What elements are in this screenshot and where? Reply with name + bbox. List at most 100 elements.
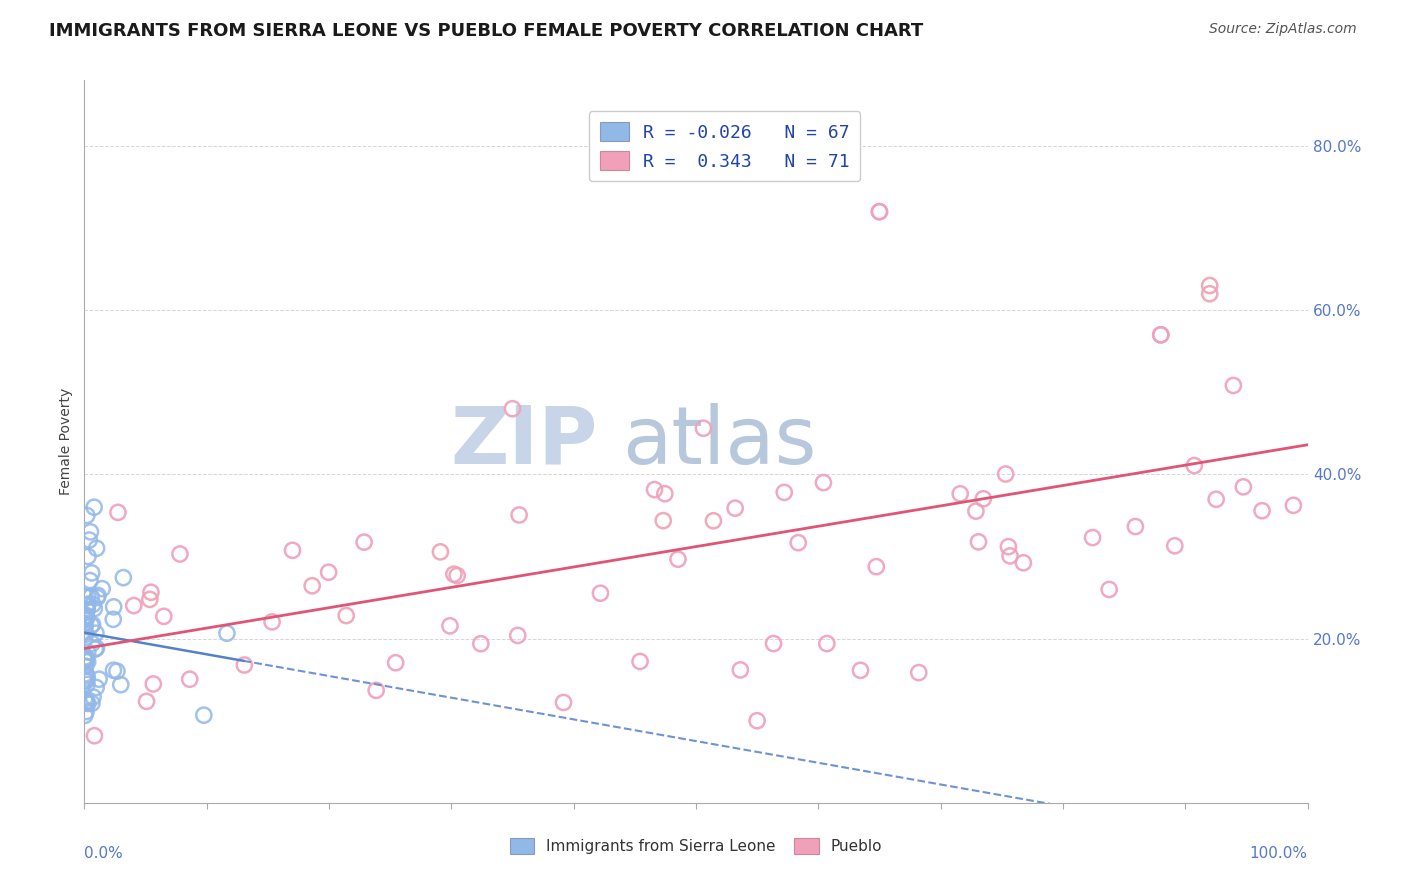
Point [107,505,129,519]
Point [589,586,612,600]
Point [353,535,375,549]
Point [76,508,98,523]
Point [76,668,98,682]
Y-axis label: Female Poverty: Female Poverty [59,388,73,495]
Point [997,540,1019,554]
Point [73,590,96,604]
Point [75,666,97,681]
Point [83,500,105,515]
Point [76,591,98,605]
Point [75,694,97,708]
Point [652,514,675,528]
Point [73,708,96,723]
Point [76,597,98,611]
Point [1198,278,1220,293]
Point [654,486,676,500]
Text: IMMIGRANTS FROM SIERRA LEONE VS PUEBLO FEMALE POVERTY CORRELATION CHART: IMMIGRANTS FROM SIERRA LEONE VS PUEBLO F… [49,22,924,40]
Point [75,599,97,613]
Point [724,501,747,516]
Point [86,641,108,656]
Point [702,514,724,528]
Point [1012,556,1035,570]
Point [429,545,451,559]
Point [813,475,835,490]
Point [76,651,98,665]
Point [153,609,176,624]
Point [75,609,97,624]
Point [79,524,101,539]
Point [84,681,107,695]
Point [1182,458,1205,473]
Point [193,708,215,723]
Text: 100.0%: 100.0% [1250,847,1308,861]
Point [1205,492,1227,507]
Text: ZIP: ZIP [451,402,598,481]
Point [76,611,98,625]
Point [91,582,114,596]
Point [972,491,994,506]
Point [787,535,810,549]
Point [233,658,256,673]
Point [75,705,97,719]
Point [730,663,752,677]
Point [82,617,104,632]
Point [215,626,238,640]
Point [1251,504,1274,518]
Point [82,636,104,650]
Point [75,674,97,689]
Point [628,655,651,669]
Point [75,612,97,626]
Point [502,401,524,416]
Point [80,566,103,580]
Point [301,579,323,593]
Point [75,619,97,633]
Point [122,599,145,613]
Point [73,692,96,706]
Point [105,664,128,678]
Point [79,574,101,588]
Point [366,683,388,698]
Point [1150,327,1173,342]
Point [75,649,97,664]
Point [1222,378,1244,392]
Point [103,599,125,614]
Point [1125,519,1147,533]
Point [87,589,110,603]
Point [747,714,769,728]
Point [75,627,97,641]
Point [1198,286,1220,301]
Text: Source: ZipAtlas.com: Source: ZipAtlas.com [1209,22,1357,37]
Point [75,651,97,665]
Point [112,571,135,585]
Point [75,609,97,624]
Point [907,665,929,680]
Point [73,653,96,667]
Point [949,487,972,501]
Point [76,602,98,616]
Point [75,608,97,623]
Point [1150,327,1173,342]
Point [76,677,98,691]
Point [83,729,105,743]
Point [967,534,990,549]
Point [1081,531,1104,545]
Point [692,421,714,435]
Point [849,663,872,677]
Point [666,552,689,566]
Point [103,663,125,677]
Point [139,592,162,607]
Point [865,559,887,574]
Point [994,467,1017,481]
Point [84,626,107,640]
Point [644,483,666,497]
Point [80,618,103,632]
Point [76,603,98,617]
Point [169,547,191,561]
Point [553,696,575,710]
Point [82,690,104,704]
Point [75,625,97,640]
Point [83,601,105,615]
Point [384,656,406,670]
Point [508,508,530,522]
Point [965,504,987,518]
